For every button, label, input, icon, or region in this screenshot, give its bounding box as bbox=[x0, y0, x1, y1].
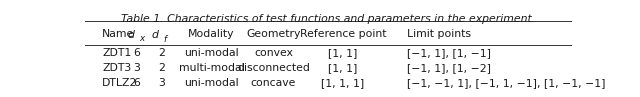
Text: Geometry: Geometry bbox=[246, 29, 301, 39]
Text: Name: Name bbox=[102, 29, 134, 39]
Text: [−1, −1, 1], [−1, 1, −1], [1, −1, −1]: [−1, −1, 1], [−1, 1, −1], [1, −1, −1] bbox=[408, 78, 606, 88]
Text: $x$: $x$ bbox=[138, 34, 146, 43]
Text: Table 1. Characteristics of test functions and parameters in the experiment.: Table 1. Characteristics of test functio… bbox=[121, 14, 535, 24]
Text: $f$: $f$ bbox=[163, 33, 170, 44]
Text: concave: concave bbox=[251, 78, 296, 88]
Text: $d$: $d$ bbox=[127, 28, 136, 40]
Text: disconnected: disconnected bbox=[237, 63, 310, 73]
Text: ZDT1: ZDT1 bbox=[102, 48, 132, 58]
Text: [1, 1]: [1, 1] bbox=[328, 48, 358, 58]
Text: ZDT3: ZDT3 bbox=[102, 63, 132, 73]
Text: convex: convex bbox=[254, 48, 293, 58]
Text: Modality: Modality bbox=[188, 29, 235, 39]
Text: 3: 3 bbox=[134, 63, 140, 73]
Text: 6: 6 bbox=[134, 78, 140, 88]
Text: Reference point: Reference point bbox=[300, 29, 386, 39]
Text: 6: 6 bbox=[134, 48, 140, 58]
Text: DTLZ2: DTLZ2 bbox=[102, 78, 138, 88]
Text: [1, 1, 1]: [1, 1, 1] bbox=[321, 78, 365, 88]
Text: 2: 2 bbox=[159, 63, 165, 73]
Text: [−1, 1], [1, −2]: [−1, 1], [1, −2] bbox=[408, 63, 492, 73]
Text: Limit points: Limit points bbox=[408, 29, 471, 39]
Text: uni-modal: uni-modal bbox=[184, 48, 239, 58]
Text: [−1, 1], [1, −1]: [−1, 1], [1, −1] bbox=[408, 48, 492, 58]
Text: 2: 2 bbox=[159, 48, 165, 58]
Text: 3: 3 bbox=[159, 78, 165, 88]
Text: $d$: $d$ bbox=[152, 28, 161, 40]
Text: multi-modal: multi-modal bbox=[179, 63, 244, 73]
Text: uni-modal: uni-modal bbox=[184, 78, 239, 88]
Text: [1, 1]: [1, 1] bbox=[328, 63, 358, 73]
